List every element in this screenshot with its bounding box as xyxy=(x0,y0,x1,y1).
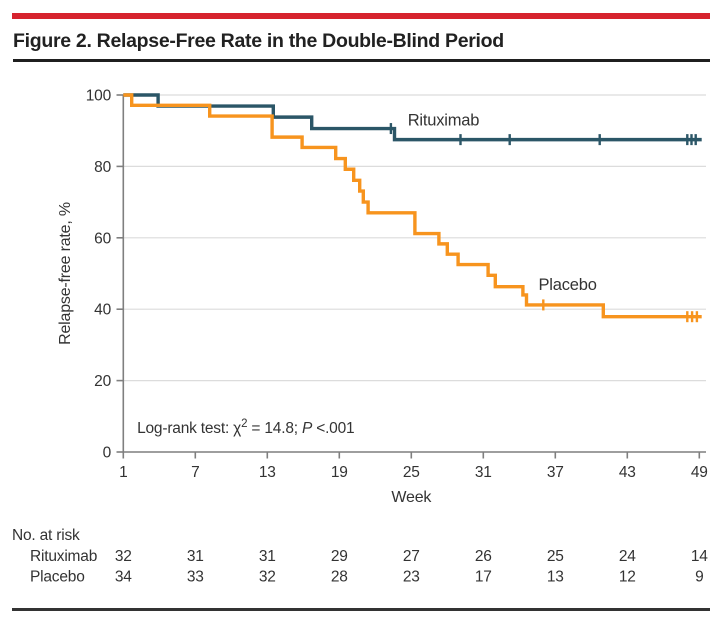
y-tick-label: 80 xyxy=(94,159,111,176)
risk-value: 29 xyxy=(331,548,348,565)
risk-value: 17 xyxy=(475,569,492,586)
series-rituximab-curve xyxy=(123,93,702,142)
risk-value: 32 xyxy=(115,548,132,565)
x-tick-label: 1 xyxy=(119,464,127,481)
y-axis-title: Relapse-free rate, % xyxy=(57,202,74,345)
x-tick-label: 37 xyxy=(547,464,564,481)
y-tick-label: 40 xyxy=(94,302,111,319)
risk-value: 25 xyxy=(547,548,564,565)
risk-value: 12 xyxy=(619,569,636,586)
risk-value: 14 xyxy=(691,548,708,565)
series-placebo-curve xyxy=(123,93,702,319)
risk-value: 31 xyxy=(259,548,276,565)
risk-value: 31 xyxy=(187,548,204,565)
risk-row-label: Rituximab xyxy=(30,548,97,565)
risk-value: 33 xyxy=(187,569,204,586)
risk-value: 9 xyxy=(695,569,703,586)
figure-bottom-rule xyxy=(12,608,710,611)
figure-title: Figure 2. Relapse-Free Rate in the Doubl… xyxy=(13,30,504,52)
y-tick-label: 20 xyxy=(94,373,111,390)
x-tick-label: 7 xyxy=(191,464,199,481)
x-tick-label: 49 xyxy=(691,464,708,481)
x-tick-label: 19 xyxy=(331,464,348,481)
risk-value: 27 xyxy=(403,548,420,565)
x-tick-label: 13 xyxy=(259,464,276,481)
y-tick-label: 100 xyxy=(86,88,112,105)
logrank-annotation: Log-rank test: χ2 = 14.8; P <.001 xyxy=(137,418,354,437)
title-rule xyxy=(13,59,710,62)
x-tick-label: 25 xyxy=(403,464,420,481)
series-label-placebo: Placebo xyxy=(539,276,597,294)
risk-value: 28 xyxy=(331,569,348,586)
risk-value: 13 xyxy=(547,569,564,586)
risk-value: 34 xyxy=(115,569,132,586)
risk-value: 32 xyxy=(259,569,276,586)
figure-accent-bar xyxy=(12,13,710,19)
series-label-rituximab: Rituximab xyxy=(408,111,480,129)
y-tick-label: 0 xyxy=(103,445,112,462)
risk-value: 26 xyxy=(475,548,492,565)
x-axis-title: Week xyxy=(391,489,432,506)
risk-value: 23 xyxy=(403,569,420,586)
risk-row-label: Placebo xyxy=(30,569,85,586)
x-tick-label: 43 xyxy=(619,464,636,481)
risk-value: 24 xyxy=(619,548,636,565)
x-tick-label: 31 xyxy=(475,464,492,481)
y-tick-label: 60 xyxy=(94,230,111,247)
risk-table-heading: No. at risk xyxy=(12,527,80,544)
